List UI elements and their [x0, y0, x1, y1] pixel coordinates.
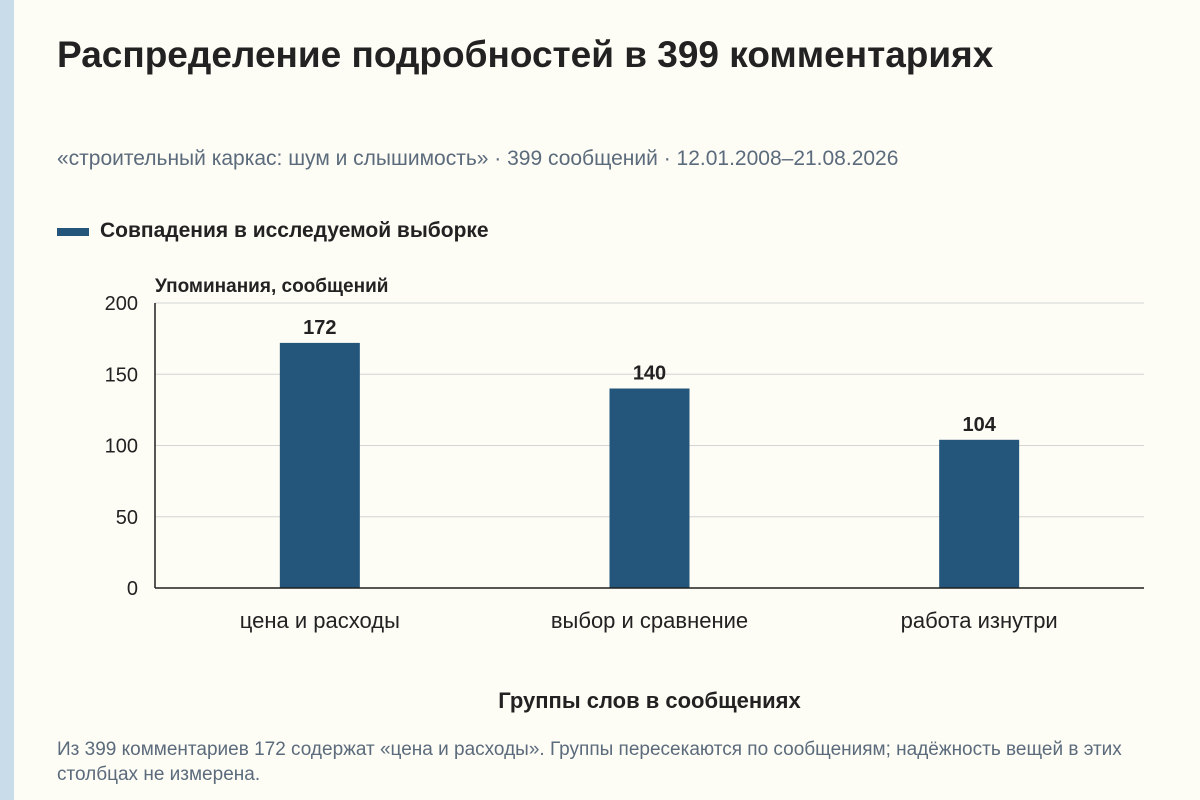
y-tick-label: 50	[116, 507, 138, 529]
x-tick-label: цена и расходы	[240, 608, 400, 633]
y-tick-label: 150	[105, 364, 138, 386]
legend-swatch	[57, 228, 89, 236]
bar-value-labels: 172 140 104	[303, 317, 997, 436]
y-tick-label: 100	[105, 436, 138, 458]
y-axis-title: Упоминания, сообщений	[155, 276, 388, 297]
grid-lines	[155, 302, 1144, 518]
bar-value-label: 140	[633, 363, 666, 385]
x-axis-title: Группы слов в сообщениях	[498, 688, 801, 713]
left-edge-bar	[0, 0, 14, 800]
bar-value-label: 172	[303, 317, 336, 339]
bar	[939, 439, 1020, 588]
bars	[279, 342, 1020, 588]
x-tick-label: работа изнутри	[901, 608, 1058, 633]
bar	[609, 388, 690, 588]
legend: Совпадения в исследуемой выборке	[57, 219, 489, 243]
chart-subtitle: «строительный каркас: шум и слышимость» …	[57, 147, 899, 170]
bar	[279, 342, 360, 588]
y-tick-label: 200	[105, 293, 138, 315]
x-tick-labels: цена и расходы выбор и сравнение работа из…	[240, 608, 1058, 633]
y-tick-label: 0	[127, 578, 138, 600]
chart-title: Распределение подробностей в 399 коммент…	[57, 34, 994, 75]
y-tick-labels: 0 50 100 150 200	[105, 293, 138, 600]
bar-value-label: 104	[962, 414, 996, 436]
x-tick-label: выбор и сравнение	[551, 608, 748, 633]
footnote: Из 399 комментариев 172 содержат «цена и…	[57, 739, 1122, 785]
legend-label: Совпадения в исследуемой выборке	[100, 219, 489, 242]
